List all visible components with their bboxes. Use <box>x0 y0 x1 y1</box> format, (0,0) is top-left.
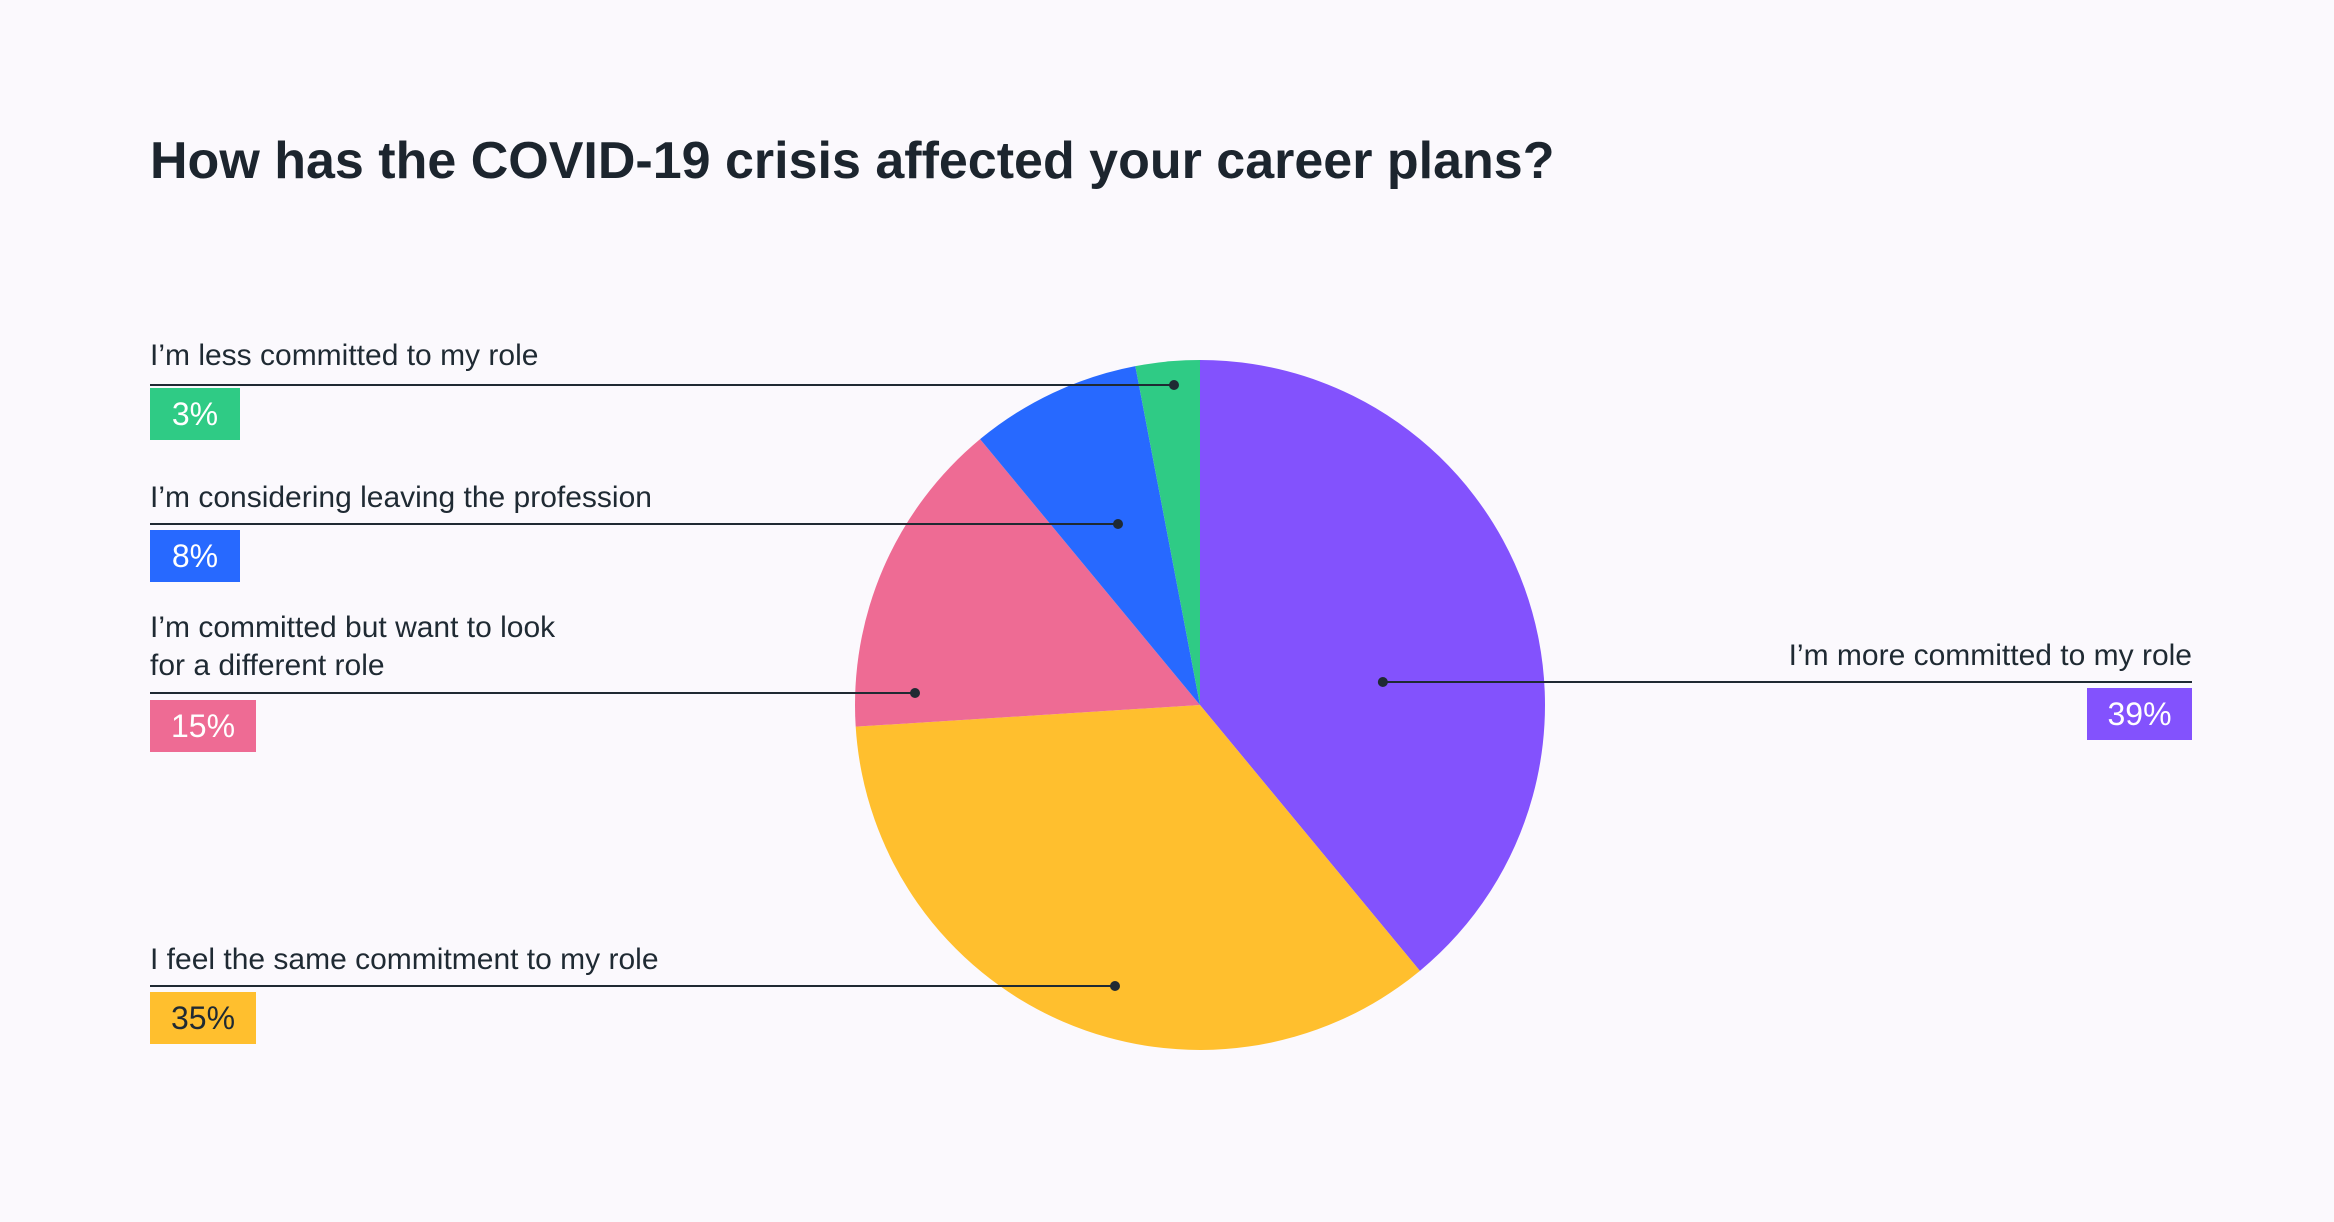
percent-box <box>150 530 240 582</box>
pie-slices <box>854 360 1546 1051</box>
chart-title: How has the COVID-19 crisis affected you… <box>150 132 1554 190</box>
percent-box <box>150 992 256 1044</box>
pie-slice-same-commitment <box>855 705 1420 1051</box>
pie-slice-less-committed <box>1135 360 1200 705</box>
anchor-dot <box>1110 981 1120 991</box>
percent-box <box>150 388 240 440</box>
annotation-considering-leaving: I’m considering leaving the profession 8% <box>150 481 1123 582</box>
percent-label: 8% <box>172 538 218 574</box>
percent-box <box>2087 688 2192 740</box>
slice-label: I feel the same commitment to my role <box>150 943 659 976</box>
slice-label: I’m less committed to my role <box>150 339 538 372</box>
percent-label: 35% <box>171 1000 235 1036</box>
pie-slice-considering-leaving <box>980 366 1200 705</box>
slice-annotations: I’m more committed to my role 39% I feel t… <box>150 339 2192 1044</box>
pie-slice-more-committed <box>1200 360 1546 971</box>
annotation-more-committed: I’m more committed to my role 39% <box>1377 639 2192 740</box>
annotation-committed-different-role: I’m committed but want to look for a diff… <box>150 611 920 752</box>
percent-label: 3% <box>172 396 218 432</box>
annotation-same-commitment: I feel the same commitment to my role 35% <box>150 943 1120 1044</box>
slice-label: I’m committed but want to look for a diff… <box>150 611 556 682</box>
anchor-dot <box>1377 677 1388 687</box>
slice-label: I’m more committed to my role <box>1789 639 2192 672</box>
slice-label: I’m considering leaving the profession <box>150 481 652 514</box>
percent-label: 39% <box>2107 696 2171 732</box>
anchor-dot <box>910 688 920 698</box>
percent-label: 15% <box>171 708 235 744</box>
pie-slice-committed-different-role <box>854 439 1200 727</box>
annotation-less-committed: I’m less committed to my role 3% <box>150 339 1179 440</box>
percent-box <box>150 700 256 752</box>
anchor-dot <box>1113 519 1123 529</box>
anchor-dot <box>1169 380 1179 390</box>
